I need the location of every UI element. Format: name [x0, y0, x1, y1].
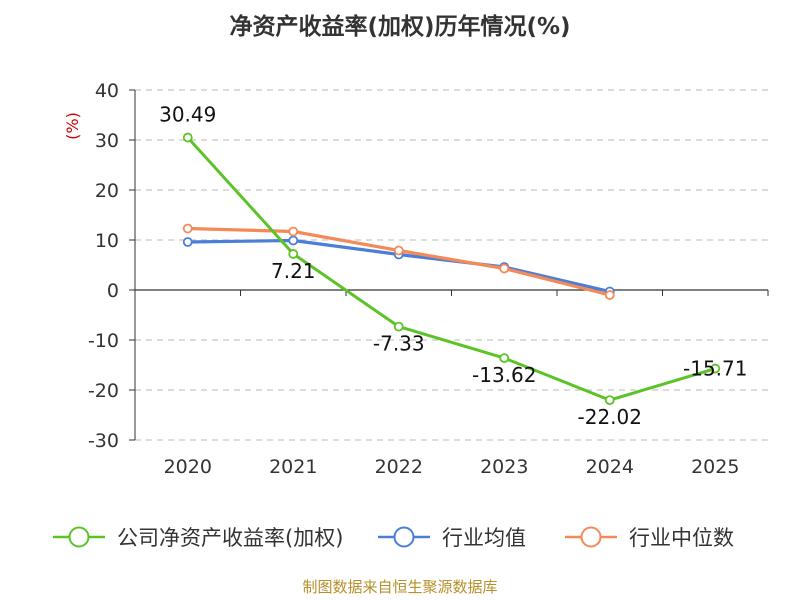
series-2-point-2021: [288, 226, 299, 237]
series-0-point-2021: [288, 249, 299, 259]
legend-item-2[interactable]: 行业中位数: [565, 526, 734, 550]
series-line-2: [186, 226, 612, 297]
axes: 40 30 20 10 0 -10 -20 -30 2020 2021 2022 2023 2024 20…: [88, 80, 769, 478]
legend-item-1[interactable]: 行业均值: [378, 526, 526, 550]
y-tick-label: -20: [88, 380, 119, 402]
series-line-0: [186, 136, 717, 402]
data-label-2021: 7.21: [271, 259, 316, 283]
x-tick-label-2025: 2025: [691, 456, 739, 478]
series-0-point-2024: [604, 395, 615, 406]
legend-marker-1: [393, 526, 415, 548]
series-2-point-2022: [393, 245, 404, 256]
y-tick-label: -10: [88, 330, 119, 352]
y-axis-unit-label: (%): [63, 112, 82, 140]
x-tick-label-2022: 2022: [375, 456, 423, 478]
grid-lines: [135, 89, 768, 441]
legend-label-2: 行业中位数: [629, 526, 734, 550]
series-1-point-2021: [288, 235, 299, 246]
data-label-2024: -22.02: [578, 405, 642, 429]
series-2-point-2023: [499, 263, 510, 274]
series-0-point-2022: [393, 321, 404, 332]
source-note: 制图数据来自恒生聚源数据库: [302, 578, 497, 596]
legend-marker-0: [68, 526, 90, 548]
series-lines: [182, 132, 721, 406]
series-0-point-2025: [710, 363, 721, 374]
legend-marker-2: [580, 526, 602, 548]
y-tick-label: 0: [107, 280, 119, 302]
data-label-2020: 30.49: [159, 103, 216, 127]
series-1-point-2020: [182, 237, 193, 247]
data-label-2022: -7.33: [373, 332, 425, 356]
y-tick-label: -30: [88, 430, 119, 452]
y-tick-label: 20: [95, 180, 119, 202]
data-label-2025: -15.71: [683, 357, 747, 381]
series-2-point-2024: [604, 290, 615, 300]
chart-title: 净资产收益率(加权)历年情况(%): [229, 13, 570, 40]
data-label-2023: -13.62: [472, 363, 536, 387]
x-tick-label-2024: 2024: [586, 456, 634, 478]
x-tick-label-2021: 2021: [269, 456, 317, 478]
legend-label-1: 行业均值: [442, 526, 526, 550]
y-tick-label: 30: [95, 130, 119, 152]
series-0-point-2023: [499, 353, 510, 364]
legend[interactable]: 公司净资产收益率(加权) 行业均值 行业中位数: [53, 526, 734, 550]
data-labels: 30.49 7.21 -7.33 -13.62 -22.02 -15.71: [159, 103, 747, 430]
legend-item-0[interactable]: 公司净资产收益率(加权): [53, 526, 343, 550]
legend-label-0: 公司净资产收益率(加权): [117, 526, 343, 550]
series-0-point-2020: [182, 132, 193, 143]
y-tick-label: 40: [95, 80, 119, 102]
x-tick-label-2023: 2023: [480, 456, 528, 478]
series-2-point-2020: [182, 223, 193, 234]
x-tick-label-2020: 2020: [164, 456, 212, 478]
y-tick-label: 10: [95, 230, 119, 252]
